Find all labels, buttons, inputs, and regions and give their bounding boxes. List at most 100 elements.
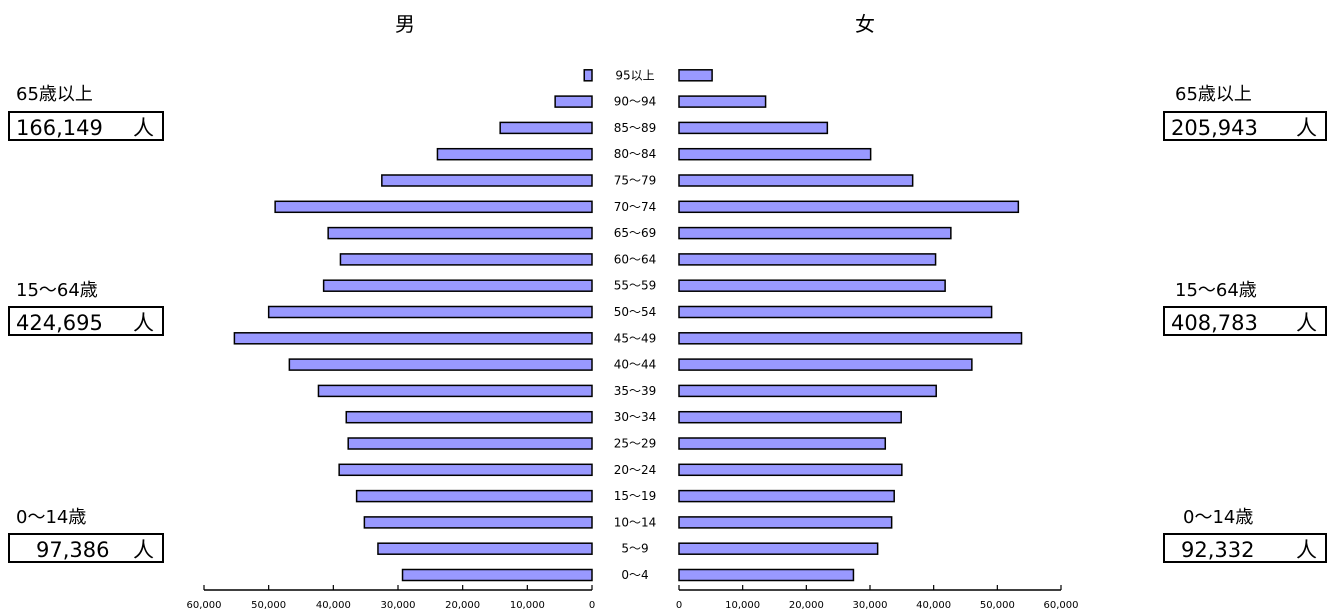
age-label-4: 20～24 — [614, 463, 657, 477]
female-65plus-label: 65歳以上 — [1175, 84, 1252, 105]
female-bar-15 — [678, 174, 914, 187]
age-label-10: 50～54 — [614, 305, 657, 319]
age-label-19: 95以上 — [615, 68, 654, 82]
female-bar-16 — [678, 147, 872, 161]
female-bar-14 — [678, 200, 1020, 214]
female-65plus-box: 205,943 人 — [1163, 111, 1327, 141]
male-65plus-box: 166,149 人 — [8, 111, 164, 141]
female-bar-8 — [678, 358, 973, 371]
female-bar-17 — [678, 121, 829, 135]
female-title: 女 — [855, 12, 875, 36]
male-0to14-box: 97,386 人 — [8, 533, 164, 563]
male-bar-18 — [554, 95, 593, 108]
age-label-7: 35～39 — [614, 384, 657, 398]
female-15to64-value: 408,783 — [1171, 311, 1258, 335]
male-tick-label-3: 30,000 — [381, 600, 416, 611]
male-bar-12 — [339, 253, 593, 266]
female-bar-11 — [678, 279, 946, 292]
age-label-2: 10～14 — [614, 515, 657, 529]
male-bar-16 — [436, 147, 593, 161]
female-15to64-box: 408,783 人 — [1163, 306, 1327, 336]
male-0to14-unit: 人 — [133, 538, 154, 562]
male-0to14-value: 97,386 — [36, 538, 110, 562]
female-tick-label-5: 50,000 — [980, 600, 1015, 611]
female-bar-1 — [678, 542, 879, 555]
female-0to14-box: 92,332 人 — [1163, 533, 1327, 563]
female-tick-label-0: 0 — [676, 600, 682, 611]
male-65plus-unit: 人 — [133, 116, 154, 140]
female-bar-4 — [678, 463, 903, 477]
female-bar-9 — [678, 332, 1023, 345]
male-0to14-label: 0～14歳 — [16, 507, 87, 528]
male-tick-label-2: 40,000 — [316, 600, 351, 611]
age-label-13: 65～69 — [614, 226, 657, 240]
female-bar-12 — [678, 253, 937, 266]
male-15to64-unit: 人 — [133, 311, 154, 335]
male-bar-10 — [267, 305, 593, 319]
male-15to64-label: 15～64歳 — [16, 280, 98, 301]
male-tick-label-0: 60,000 — [187, 600, 222, 611]
female-tick-label-3: 30,000 — [853, 600, 888, 611]
age-label-14: 70～74 — [614, 200, 657, 214]
male-bar-3 — [355, 489, 593, 503]
age-label-9: 45～49 — [614, 331, 657, 345]
female-0to14-unit: 人 — [1296, 538, 1317, 562]
male-tick-label-5: 10,000 — [510, 600, 545, 611]
female-15to64-label: 15～64歳 — [1175, 280, 1257, 301]
female-bar-0 — [678, 568, 855, 582]
female-bar-2 — [678, 516, 893, 529]
male-tick-label-6: 0 — [589, 600, 595, 611]
male-tick-label-1: 50,000 — [251, 600, 286, 611]
female-bar-7 — [678, 384, 937, 398]
male-bar-13 — [327, 226, 593, 240]
female-bar-6 — [678, 410, 902, 424]
age-label-0: 0～4 — [621, 568, 648, 582]
age-label-8: 40～44 — [614, 358, 657, 372]
age-label-12: 60～64 — [614, 252, 657, 266]
age-label-5: 25～29 — [614, 437, 657, 451]
female-0to14-label: 0～14歳 — [1183, 507, 1254, 528]
female-bar-13 — [678, 226, 952, 240]
male-bar-19 — [583, 69, 593, 82]
male-bar-6 — [345, 410, 593, 424]
female-bar-18 — [678, 95, 767, 108]
male-bar-2 — [363, 516, 593, 529]
male-bar-14 — [274, 200, 593, 214]
male-title: 男 — [395, 12, 415, 36]
female-bar-19 — [678, 69, 713, 82]
age-label-6: 30～34 — [614, 410, 657, 424]
age-label-16: 80～84 — [614, 147, 657, 161]
female-65plus-unit: 人 — [1296, 116, 1317, 140]
female-15to64-unit: 人 — [1296, 311, 1317, 335]
female-tick-label-1: 10,000 — [725, 600, 760, 611]
male-bar-7 — [317, 384, 593, 398]
male-bar-0 — [401, 568, 593, 582]
male-bar-8 — [288, 358, 593, 371]
age-label-1: 5～9 — [621, 542, 648, 556]
age-label-11: 55～59 — [614, 279, 657, 293]
female-bar-5 — [678, 437, 887, 450]
female-bar-10 — [678, 305, 993, 319]
male-bar-1 — [377, 542, 593, 555]
male-bar-15 — [381, 174, 593, 187]
female-tick-label-4: 40,000 — [916, 600, 951, 611]
age-label-3: 15～19 — [614, 489, 657, 503]
male-bar-9 — [233, 332, 593, 345]
age-label-17: 85～89 — [614, 121, 657, 135]
age-label-18: 90～94 — [614, 95, 657, 109]
male-bar-17 — [499, 121, 593, 135]
female-bar-3 — [678, 489, 895, 503]
female-tick-label-2: 20,000 — [789, 600, 824, 611]
male-65plus-value: 166,149 — [16, 116, 103, 140]
male-15to64-box: 424,695 人 — [8, 306, 164, 336]
male-tick-label-4: 20,000 — [445, 600, 480, 611]
male-bar-5 — [347, 437, 593, 450]
male-bar-4 — [338, 463, 593, 477]
male-bar-11 — [322, 279, 593, 292]
female-0to14-value: 92,332 — [1181, 538, 1255, 562]
male-65plus-label: 65歳以上 — [16, 84, 93, 105]
male-15to64-value: 424,695 — [16, 311, 103, 335]
female-tick-label-6: 60,000 — [1044, 600, 1079, 611]
age-label-15: 75～79 — [614, 174, 657, 188]
